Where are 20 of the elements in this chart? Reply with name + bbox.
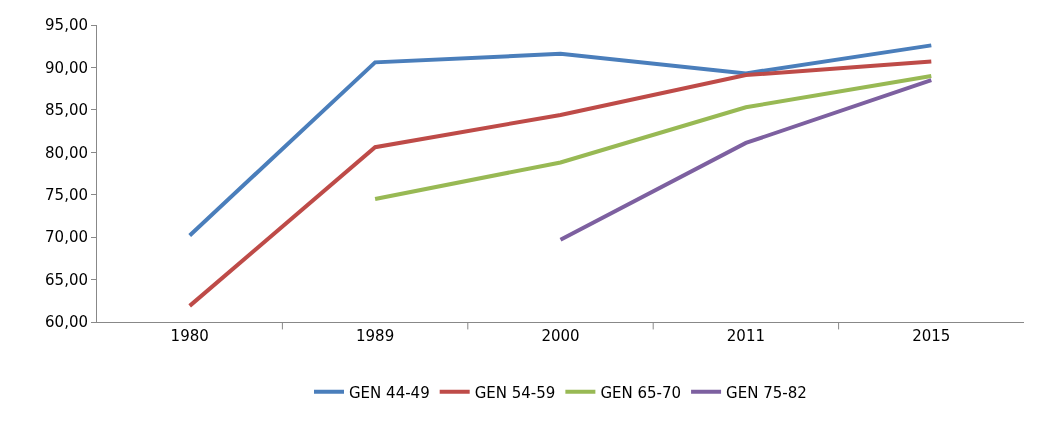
legend-label: GEN 65-70 <box>600 383 682 402</box>
y-tick-label: 95,00 <box>45 16 88 35</box>
y-tick-label: 65,00 <box>45 270 88 289</box>
legend-label: GEN 44-49 <box>349 383 430 402</box>
x-tick-label: 1989 <box>356 327 395 345</box>
y-tick-label: 75,00 <box>45 185 88 204</box>
y-tick-label: 85,00 <box>45 101 88 120</box>
y-tick-label: 90,00 <box>45 58 88 77</box>
x-tick-label: 2011 <box>726 327 765 345</box>
x-tick-label: 2000 <box>541 327 580 345</box>
x-tick-label: 2015 <box>912 327 951 345</box>
y-tick-label: 70,00 <box>45 228 88 247</box>
line-series <box>373 73 934 201</box>
line-series <box>187 59 934 308</box>
y-tick-label: 80,00 <box>45 143 88 162</box>
legend-label: GEN 75-82 <box>726 383 807 402</box>
x-tick-label: 1980 <box>170 327 209 345</box>
y-tick-label: 60,00 <box>45 313 88 332</box>
legend-label: GEN 54-59 <box>474 383 556 402</box>
line-series <box>187 43 934 238</box>
